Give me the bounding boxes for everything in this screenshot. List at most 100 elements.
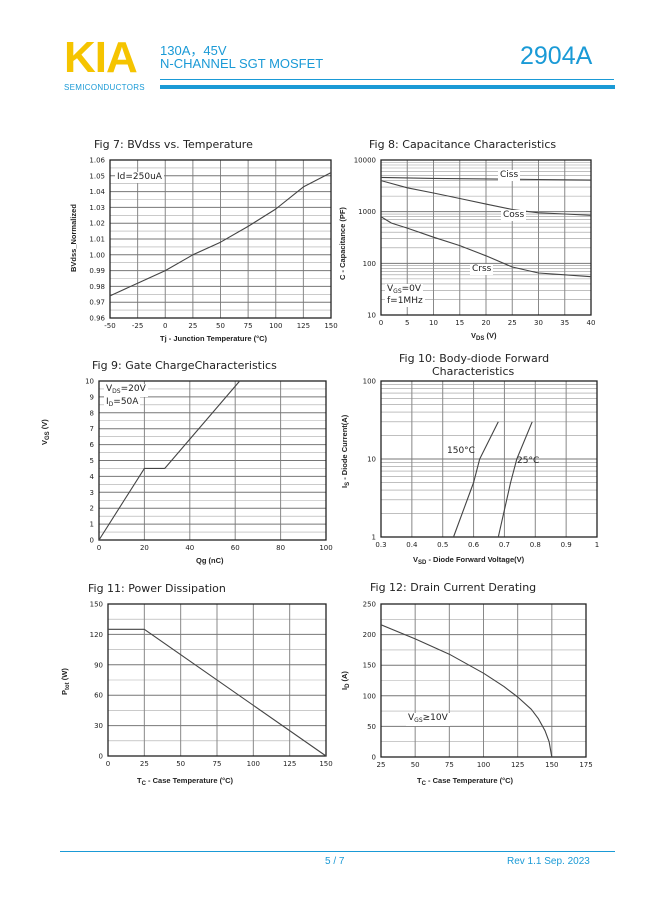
xlabel-main: V: [471, 331, 477, 340]
ann-rest: =50A: [113, 397, 139, 407]
ylabel-main: I: [340, 687, 349, 690]
fig10-y-tick-label: 1: [372, 534, 376, 542]
fig7-y-tick-label: 1.00: [89, 251, 105, 259]
fig9-y-tick-label: 10: [85, 378, 94, 386]
fig7-x-tick-label: 150: [324, 322, 337, 330]
ann-sub: GS: [393, 288, 402, 295]
fig8-x-tick-label: 0: [379, 319, 383, 327]
fig9-series-line-0: [98, 380, 241, 541]
fig11-ylabel: Ptot (W): [60, 668, 71, 695]
fig8-title: Fig 8: Capacitance Characteristics: [369, 138, 557, 151]
fig7-y-tick-label: 1.06: [89, 157, 105, 165]
fig8-xlabel: VDS (V): [471, 331, 496, 342]
ann-main: V: [387, 284, 394, 294]
fig8-series-line-crss: [380, 216, 592, 278]
fig12-y-tick-label: 250: [363, 601, 376, 609]
series-label-coss: Coss: [501, 210, 527, 221]
ann-rest: =0V: [401, 284, 422, 294]
fig9-y-tick-label: 3: [90, 489, 94, 497]
kia-logo: KIA: [64, 33, 138, 82]
logo-subtitle: SEMICONDUCTORS: [64, 83, 145, 92]
fig7-x-tick-label: 100: [269, 322, 282, 330]
fig12-x-tick-label: 75: [445, 761, 454, 769]
fig8-y-tick-label: 1000: [358, 208, 376, 216]
ylabel-rest: - Diode Current(A): [340, 414, 349, 482]
fig10-series-line-150c: [452, 421, 499, 538]
fig10-title-line2: Characteristics: [432, 365, 515, 378]
ylabel-main: V: [40, 439, 49, 445]
fig12-y-tick-label: 100: [363, 692, 376, 700]
fig8-x-tick-label: 30: [534, 319, 543, 327]
fig10-x-tick-label: 0.6: [468, 541, 480, 549]
ann-sub: DS: [112, 388, 121, 395]
fig12-x-tick-label: 150: [545, 761, 558, 769]
fig11-x-tick-label: 100: [247, 760, 260, 768]
header-divider-thin: [160, 79, 614, 80]
fig9-annotation-id: ID=50A: [104, 397, 141, 410]
fig8-x-tick-label: 5: [405, 319, 409, 327]
fig7-y-tick-label: 0.97: [89, 299, 105, 307]
fig11-x-tick-label: 50: [176, 760, 185, 768]
fig9-y-tick-label: 4: [90, 473, 95, 481]
fig10-x-tick-label: 1: [595, 541, 599, 549]
fig11-y-tick-label: 120: [90, 631, 103, 639]
fig8-ylabel: C - Capacitance (PF): [338, 207, 347, 280]
page-number: 5 / 7: [325, 856, 345, 867]
fig8-x-tick-label: 40: [587, 319, 596, 327]
xlabel-rest: (V): [484, 331, 497, 340]
fig10-x-tick-label: 0.8: [530, 541, 541, 549]
fig11-x-tick-label: 125: [283, 760, 296, 768]
fig10-x-tick-label: 0.4: [406, 541, 418, 549]
fig8-annotation-freq: f=1MHz: [385, 296, 425, 307]
fig8-series-line-coss: [380, 180, 592, 216]
fig11-x-tick-label: 150: [319, 760, 332, 768]
fig10-x-tick-label: 0.3: [375, 541, 386, 549]
footer-divider: [60, 851, 615, 852]
fig11-series-line-0: [108, 628, 327, 757]
fig7-x-tick-label: 25: [188, 322, 197, 330]
fig9-y-tick-label: 8: [90, 409, 94, 417]
fig10-x-tick-label: 0.9: [561, 541, 572, 549]
fig12-y-tick-label: 150: [363, 662, 376, 670]
fig7-y-tick-label: 1.04: [89, 188, 105, 196]
ann-main: V: [106, 384, 113, 394]
fig9-y-tick-label: 6: [90, 441, 95, 449]
ann-rest: ≥10V: [422, 713, 448, 723]
fig7-ylabel: BVdss_Normalized: [69, 204, 78, 272]
fig8-series-line-ciss: [380, 176, 592, 181]
fig7-x-tick-label: 0: [163, 322, 167, 330]
fig7-x-tick-label: 125: [297, 322, 310, 330]
fig7-y-tick-label: 0.98: [89, 283, 105, 291]
fig10-x-tick-label: 0.7: [499, 541, 510, 549]
fig10-ylabel: IS - Diode Current(A): [340, 415, 351, 488]
fig7-x-tick-label: 50: [216, 322, 225, 330]
ann-sub: D: [108, 401, 114, 408]
series-label-ciss: Ciss: [498, 170, 521, 181]
xlabel-sub: DS: [476, 336, 485, 342]
xlabel-sub: C: [421, 781, 426, 787]
fig9-x-tick-label: 0: [97, 544, 101, 552]
ann-main: I: [106, 397, 109, 407]
fig10-xlabel: VSD - Diode Forward Voltage(V): [413, 555, 524, 566]
fig12-y-tick-label: 50: [367, 723, 376, 731]
fig11-y-tick-label: 30: [94, 722, 103, 730]
ylabel-main: I: [340, 485, 349, 488]
series-label-crss: Crss: [470, 264, 494, 275]
fig12-plot-frame: [380, 603, 587, 758]
fig8-x-tick-label: 25: [508, 319, 517, 327]
fig7-y-tick-label: 0.96: [89, 315, 105, 323]
fig9-y-tick-label: 5: [90, 457, 94, 465]
fig11-plot-frame: [107, 603, 327, 757]
series-label-150c: 150°C: [447, 446, 475, 456]
fig10-x-tick-label: 0.5: [437, 541, 448, 549]
fig7-y-tick-label: 1.02: [89, 220, 105, 228]
fig11-title: Fig 11: Power Dissipation: [88, 582, 226, 595]
fig7-y-tick-label: 1.01: [89, 236, 105, 244]
ylabel-sub: tot: [65, 682, 71, 690]
xlabel-main: T: [137, 776, 142, 785]
fig9-plot-frame: [98, 380, 327, 541]
fig10-title: Fig 10: Body-diode Forward: [399, 352, 550, 365]
ylabel-main: P: [60, 689, 69, 695]
xlabel-rest: - Diode Forward Voltage(V): [426, 555, 525, 564]
